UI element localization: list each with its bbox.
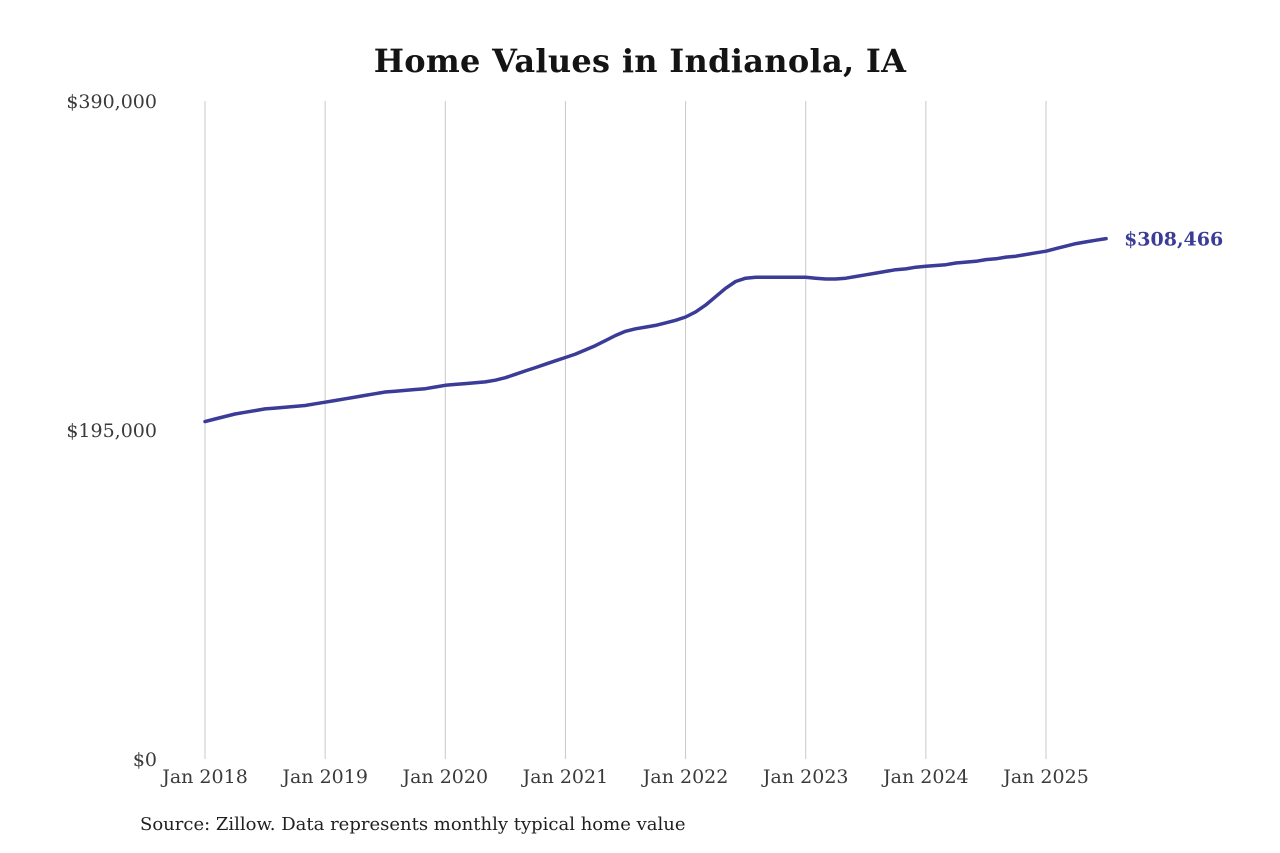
source-note: Source: Zillow. Data represents monthly … bbox=[140, 814, 686, 835]
y-axis-label-390000: $390,000 bbox=[66, 91, 157, 113]
x-axis-label-jan-2019: Jan 2019 bbox=[280, 766, 368, 788]
x-axis-label-jan-2025: Jan 2025 bbox=[1001, 766, 1089, 788]
end-value-label: $308,466 bbox=[1124, 229, 1223, 251]
x-axis-label-jan-2020: Jan 2020 bbox=[400, 766, 488, 788]
x-axis-label-jan-2021: Jan 2021 bbox=[521, 766, 609, 788]
y-axis-label-0: $0 bbox=[133, 749, 157, 771]
x-axis-label-jan-2022: Jan 2022 bbox=[641, 766, 729, 788]
y-axis-label-195000: $195,000 bbox=[66, 420, 157, 442]
x-axis-label-jan-2023: Jan 2023 bbox=[761, 766, 849, 788]
chart-title: Home Values in Indianola, IA bbox=[373, 42, 907, 80]
x-axis-label-jan-2018: Jan 2018 bbox=[160, 766, 248, 788]
x-axis-label-jan-2024: Jan 2024 bbox=[881, 766, 969, 788]
home-value-series-line bbox=[203, 236, 1108, 424]
